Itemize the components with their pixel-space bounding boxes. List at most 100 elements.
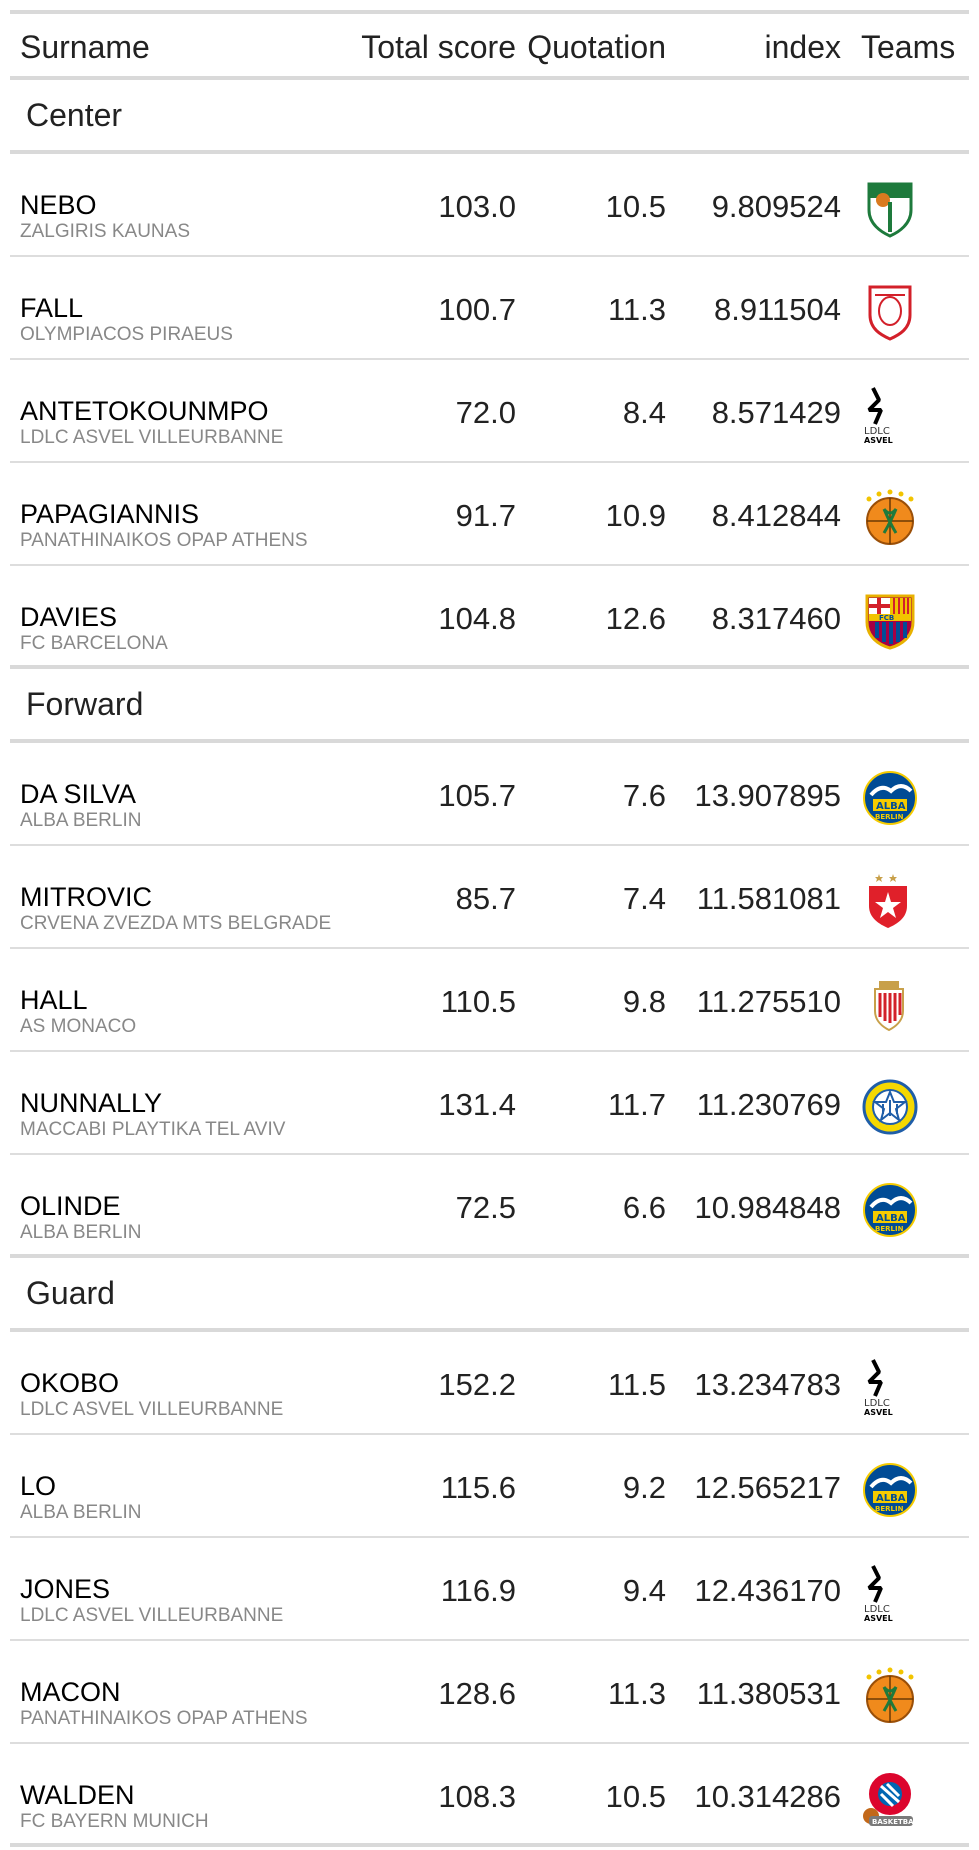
index-value: 8.911504 [714, 292, 841, 327]
player-team: PANATHINAIKOS OPAP ATHENS [20, 1708, 308, 1729]
index-value: 11.380531 [696, 1676, 841, 1711]
alba-logo-text: ALBA [876, 801, 906, 812]
total-score-value: 105.7 [438, 778, 516, 813]
maccabi-logo [861, 1078, 919, 1136]
group-header-center: Center [10, 80, 969, 154]
table-row[interactable]: DA SILVA ALBA BERLIN 105.7 7.6 13.907895 ALBA… [10, 743, 969, 846]
zalgiris-logo [861, 180, 919, 238]
index-value: 10.314286 [694, 1779, 841, 1814]
total-score-value: 115.6 [440, 1470, 516, 1505]
col-header-teams[interactable]: Teams [861, 29, 956, 65]
alba-logo-text: ALBA [876, 1493, 906, 1504]
quotation-value: 9.2 [622, 1470, 666, 1505]
barcelona-logo: FCB [861, 592, 919, 650]
quotation-value: 10.5 [605, 189, 666, 224]
col-header-index[interactable]: index [764, 29, 842, 65]
table-row[interactable]: OLINDE ALBA BERLIN 72.5 6.6 10.984848 ALBA BER… [10, 1155, 969, 1258]
player-surname: MACON [20, 1677, 121, 1707]
index-value: 12.565217 [694, 1470, 841, 1505]
quotation-value: 7.6 [622, 778, 666, 813]
total-score-value: 85.7 [455, 881, 516, 916]
player-surname: JONES [20, 1574, 111, 1604]
asvel-logo-subtext: ASVEL [864, 1408, 893, 1416]
col-header-total-score[interactable]: Total score [361, 29, 516, 65]
total-score-value: 131.4 [438, 1087, 516, 1122]
index-value: 8.571429 [711, 395, 841, 430]
total-score-value: 116.9 [440, 1573, 516, 1608]
col-header-surname[interactable]: Surname [20, 29, 150, 65]
asvel-logo-subtext: ASVEL [864, 436, 893, 444]
table-row[interactable]: OKOBO LDLC ASVEL VILLEURBANNE 152.2 11.5 13.… [10, 1332, 969, 1435]
alba-logo: ALBA BERLIN [861, 769, 919, 827]
alba-logo-subtext: BERLIN [875, 813, 904, 821]
table-row[interactable]: NUNNALLY MACCABI PLAYTIKA TEL AVIV 131.4 11… [10, 1052, 969, 1155]
index-value: 9.809524 [711, 189, 841, 224]
table-row[interactable]: ANTETOKOUNMPO LDLC ASVEL VILLEURBANNE 72.0… [10, 360, 969, 463]
total-score-value: 104.8 [438, 601, 516, 636]
panathinaikos-logo [861, 1667, 919, 1725]
table-row[interactable]: NEBO ZALGIRIS KAUNAS 103.0 10.5 9.809524 [10, 154, 969, 257]
table-row[interactable]: PAPAGIANNIS PANATHINAIKOS OPAP ATHENS 91.7… [10, 463, 969, 566]
table-row[interactable]: MITROVIC CRVENA ZVEZDA MTS BELGRADE 85.7 7.… [10, 846, 969, 949]
table-row[interactable]: LO ALBA BERLIN 115.6 9.2 12.565217 ALBA BERLIN [10, 1435, 969, 1538]
asvel-logo: LDLC ASVEL [861, 1358, 919, 1416]
quotation-value: 11.7 [607, 1087, 666, 1122]
player-team: OLYMPIACOS PIRAEUS [20, 324, 233, 345]
table-row[interactable]: MACON PANATHINAIKOS OPAP ATHENS 128.6 11.3 1… [10, 1641, 969, 1744]
player-team: PANATHINAIKOS OPAP ATHENS [20, 530, 308, 551]
quotation-value: 12.6 [605, 601, 666, 636]
player-team: AS MONACO [20, 1016, 137, 1037]
player-surname: HALL [20, 985, 88, 1015]
player-surname: LO [20, 1471, 57, 1501]
total-score-value: 100.7 [438, 292, 516, 327]
index-value: 13.907895 [694, 778, 841, 813]
table-row[interactable]: HALL AS MONACO 110.5 9.8 11.275510 [10, 949, 969, 1052]
quotation-value: 11.3 [607, 292, 666, 327]
quotation-value: 10.5 [605, 1779, 666, 1814]
player-surname: ANTETOKOUNMPO [20, 396, 269, 426]
player-surname: FALL [20, 293, 84, 323]
table-row[interactable]: WALDEN FC BAYERN MUNICH 108.3 10.5 10.314286… [10, 1744, 969, 1847]
player-team: CRVENA ZVEZDA MTS BELGRADE [20, 913, 332, 934]
quotation-value: 11.3 [607, 1676, 666, 1711]
group-header-guard: Guard [10, 1258, 969, 1332]
monaco-logo [861, 975, 919, 1033]
index-value: 8.317460 [711, 601, 841, 636]
player-team: LDLC ASVEL VILLEURBANNE [20, 1605, 284, 1626]
asvel-logo-text: LDLC [864, 1604, 890, 1615]
quotation-value: 6.6 [622, 1190, 666, 1225]
table-row[interactable]: JONES LDLC ASVEL VILLEURBANNE 116.9 9.4 12.4… [10, 1538, 969, 1641]
top-rule [10, 10, 969, 14]
olympiacos-logo [861, 283, 919, 341]
crvena-zvezda-logo [861, 872, 919, 930]
asvel-logo: LDLC ASVEL [861, 386, 919, 444]
panathinaikos-logo [861, 489, 919, 547]
alba-logo: ALBA BERLIN [861, 1181, 919, 1239]
total-score-value: 72.5 [455, 1190, 516, 1225]
index-value: 11.230769 [696, 1087, 841, 1122]
total-score-value: 110.5 [440, 984, 516, 1019]
table-header: Surname Total score Quotation index Team… [10, 14, 969, 80]
player-surname: WALDEN [20, 1780, 135, 1810]
player-team: ZALGIRIS KAUNAS [20, 221, 190, 242]
alba-logo-text: ALBA [876, 1213, 906, 1224]
player-surname: NEBO [20, 190, 97, 220]
asvel-logo: LDLC ASVEL [861, 1564, 919, 1622]
bayern-logo-text: BASKETBALL [872, 1818, 919, 1826]
player-surname: PAPAGIANNIS [20, 499, 200, 529]
alba-logo: ALBA BERLIN [861, 1461, 919, 1519]
quotation-value: 7.4 [622, 881, 666, 916]
group-header-forward: Forward [10, 669, 969, 743]
player-team: FC BAYERN MUNICH [20, 1811, 209, 1832]
player-team: ALBA BERLIN [20, 1502, 142, 1523]
index-value: 8.412844 [711, 498, 841, 533]
asvel-logo-subtext: ASVEL [864, 1614, 893, 1622]
player-team: FC BARCELONA [20, 633, 168, 654]
col-header-quotation[interactable]: Quotation [527, 29, 666, 65]
player-surname: DA SILVA [20, 779, 137, 809]
player-surname: DAVIES [20, 602, 118, 632]
total-score-value: 108.3 [438, 1779, 516, 1814]
player-team: LDLC ASVEL VILLEURBANNE [20, 427, 284, 448]
table-row[interactable]: DAVIES FC BARCELONA 104.8 12.6 8.317460 FCB [10, 566, 969, 669]
table-row[interactable]: FALL OLYMPIACOS PIRAEUS 100.7 11.3 8.911504 [10, 257, 969, 360]
